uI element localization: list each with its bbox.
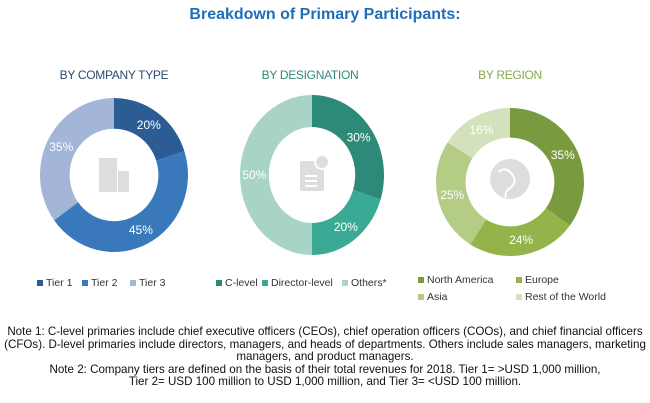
data-label: 35% (551, 148, 575, 162)
document-icon (300, 154, 330, 191)
data-label: 20% (137, 118, 161, 132)
legend-item: Rest of the World (516, 291, 606, 303)
note-2: Note 2: Company tiers are defined on the… (49, 362, 601, 388)
legend-swatch (516, 294, 522, 301)
chart-title-designation: BY DESIGNATION (261, 68, 359, 82)
legend-item: Others* (342, 277, 387, 289)
note-1: Note 1: C-level primaries include chief … (4, 325, 646, 363)
legend-swatch (130, 280, 136, 287)
page-title: Breakdown of Primary Participants: (189, 6, 461, 23)
slice-europe (470, 208, 570, 256)
legend-swatch (342, 280, 348, 287)
legend-swatch (262, 280, 268, 287)
chart-title-company-type: BY COMPANY TYPE (59, 68, 169, 82)
slice-others- (240, 95, 312, 255)
legend-swatch (418, 294, 424, 301)
legend-item: Asia (418, 291, 447, 303)
legend-item: Tier 1 (37, 277, 72, 289)
legend-item: Tier 2 (82, 277, 117, 289)
slice-tier-1 (114, 98, 185, 161)
data-label: 50% (242, 168, 266, 182)
legend-swatch (418, 277, 424, 284)
slice-tier-3 (40, 98, 115, 221)
legend-label: Tier 2 (91, 277, 118, 289)
legend-label: Director-level (271, 277, 333, 289)
slice-director-level (312, 189, 381, 255)
data-label: 25% (440, 188, 464, 202)
slice-tier-2 (54, 151, 189, 253)
slice-rest-of-the-world (447, 108, 510, 159)
legend-label: North America (427, 274, 494, 286)
legend-swatch (37, 280, 43, 287)
legend-item: Europe (516, 274, 559, 286)
data-label: 30% (347, 130, 371, 144)
legend-item: Tier 3 (130, 277, 165, 289)
slice-asia (436, 142, 487, 245)
legend-label: Europe (525, 274, 559, 286)
legend-swatch (216, 280, 222, 287)
chart-title-region: BY REGION (478, 68, 542, 82)
notes: Note 1: C-level primaries include chief … (0, 325, 650, 389)
data-label: 24% (509, 233, 533, 247)
globe-icon (490, 159, 530, 199)
legend-swatch (516, 277, 522, 284)
legend-item: Director-level (262, 277, 333, 289)
legend-swatch (82, 280, 88, 287)
legend-item: North America (418, 274, 494, 286)
legend-label: Asia (427, 291, 448, 303)
slice-c-level (312, 95, 384, 200)
legend-label: Tier 1 (46, 277, 73, 289)
data-label: 35% (49, 140, 73, 154)
slice-north-america (510, 108, 584, 226)
legend-label: Others* (351, 277, 387, 289)
legend-label: C-level (225, 277, 258, 289)
data-label: 45% (129, 223, 153, 237)
building-icon (99, 158, 129, 192)
legend-label: Rest of the World (525, 291, 606, 303)
legend-label: Tier 3 (139, 277, 166, 289)
data-label: 20% (334, 220, 358, 234)
legend-item: C-level (216, 277, 258, 289)
data-label: 16% (469, 123, 493, 137)
